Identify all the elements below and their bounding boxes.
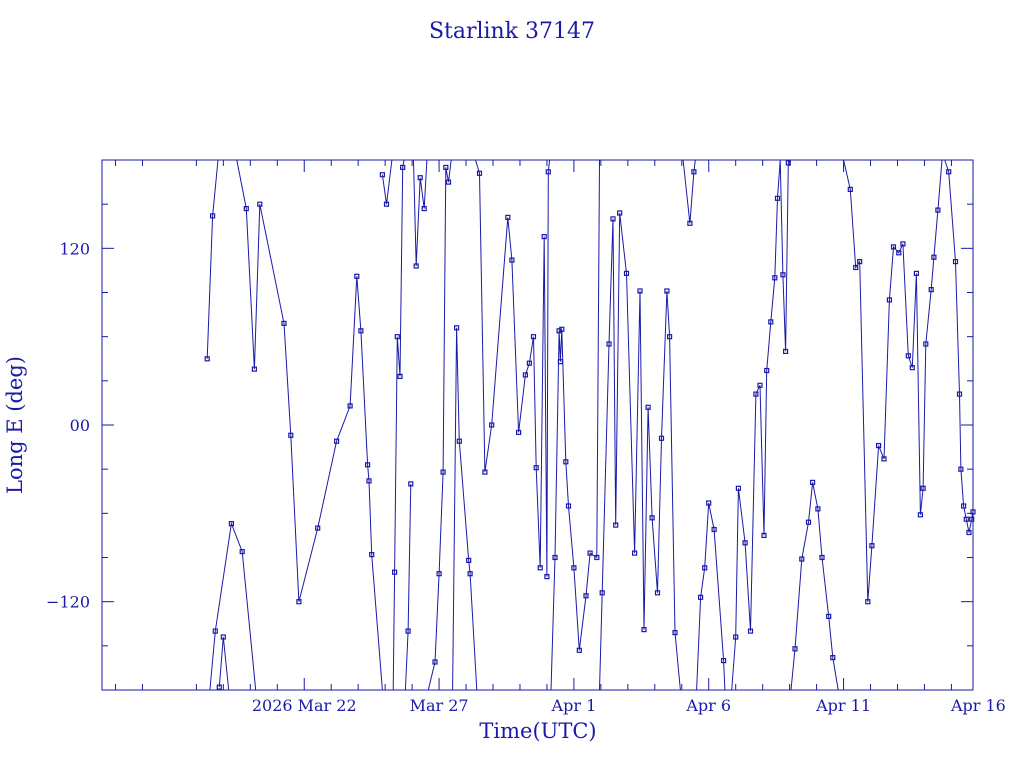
trace-segment [206, 159, 219, 359]
trace-segment [236, 159, 383, 691]
trace-segment [404, 483, 412, 691]
series-layer [204, 159, 976, 691]
y-axis-label: Long E (deg) [3, 356, 27, 494]
x-tick-label: Apr 1 [551, 696, 597, 715]
series-trace [550, 159, 791, 691]
trace-segment [381, 159, 393, 205]
x-tick-label: Apr 6 [685, 696, 731, 715]
trace-segment [731, 159, 791, 691]
trace-segment [427, 159, 452, 691]
trace-segment [843, 159, 943, 602]
chart-title: Starlink 37147 [429, 19, 595, 44]
x-tick-label: Mar 27 [410, 696, 469, 715]
trace-segment [682, 159, 696, 224]
x-tick-label: 2026 Mar 22 [252, 696, 357, 715]
trace-segment [790, 482, 839, 691]
trace-segment [599, 212, 681, 691]
trace-segment [475, 159, 551, 577]
x-tick-label: Apr 11 [815, 696, 871, 715]
trace-segment [696, 502, 726, 691]
y-tick-label: 120 [59, 239, 90, 258]
trace-segment [218, 636, 230, 691]
series-trace [379, 159, 551, 691]
trace-segment [452, 327, 478, 691]
x-tick-label: Apr 16 [950, 696, 1006, 715]
trace-segment [392, 159, 405, 691]
series-trace [790, 159, 976, 691]
trace-segment [413, 159, 428, 267]
trace-segment [550, 159, 600, 691]
data-point [896, 250, 902, 256]
axis-ticks: 2026 Mar 22 Mar 27 Apr 1 Apr 6 Apr 11 Apr 16 −… [46, 160, 1006, 715]
y-tick-label: 00 [70, 416, 90, 435]
y-tick-label: −120 [46, 593, 90, 612]
series-trace [204, 159, 383, 691]
plot-frame [101, 159, 974, 691]
trace-segment [209, 521, 257, 691]
trace-segment [944, 159, 974, 533]
x-axis-label: Time(UTC) [479, 719, 596, 743]
